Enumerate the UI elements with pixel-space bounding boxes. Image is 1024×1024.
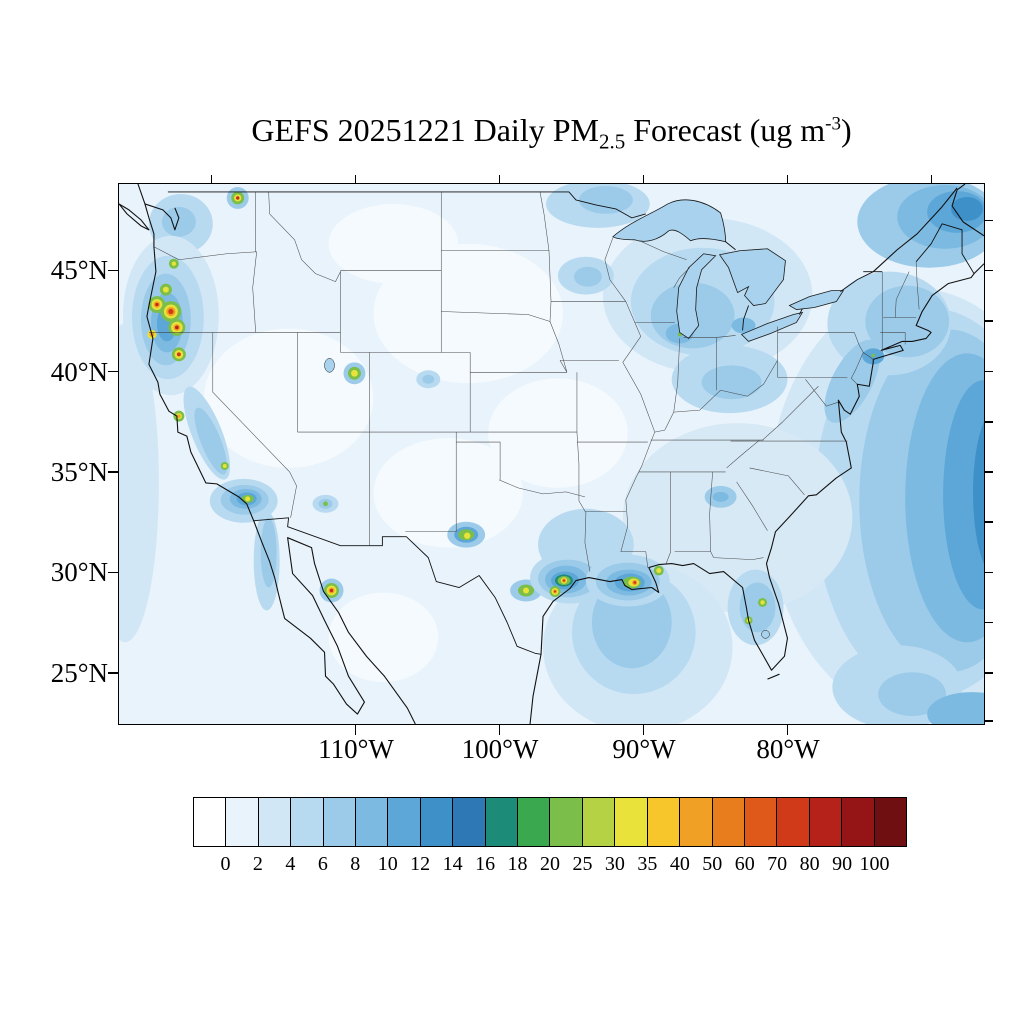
colorbar-cell bbox=[226, 798, 259, 846]
colorbar-tick-label: 10 bbox=[377, 853, 398, 875]
axis-tick bbox=[985, 320, 993, 322]
colorbar-tick-label: 100 bbox=[859, 853, 890, 875]
colorbar-tick-label: 18 bbox=[507, 853, 528, 875]
colorbar bbox=[193, 797, 907, 847]
axis-tick bbox=[930, 175, 933, 183]
map-panel bbox=[118, 183, 985, 725]
colorbar-tick-label: 20 bbox=[540, 853, 560, 875]
colorbar-tick-label: 4 bbox=[285, 853, 296, 875]
colorbar-tick-label: 90 bbox=[832, 853, 853, 875]
axis-tick bbox=[786, 175, 789, 183]
colorbar-tick-label: 16 bbox=[475, 853, 496, 875]
colorbar-tick-label: 2 bbox=[252, 853, 263, 875]
colorbar-labels: 0 2 4 6 8 10 12 14 16 18 20 25 30 35 40 50 60 70 80 90 100 bbox=[193, 853, 907, 879]
colorbar-cell bbox=[485, 798, 519, 846]
lon-tick-label: 100°W bbox=[461, 734, 539, 764]
colorbar-tick-label: 35 bbox=[637, 853, 658, 875]
colorbar-tick-label: 30 bbox=[604, 853, 625, 875]
pm-field bbox=[119, 184, 984, 724]
colorbar-cell bbox=[712, 798, 745, 846]
lat-tick-label: 35°N bbox=[50, 457, 108, 487]
colorbar-tick-label: 0 bbox=[220, 853, 231, 875]
title-text-2: Forecast (ug m bbox=[625, 112, 826, 148]
pm25-contour-map bbox=[119, 184, 984, 724]
lat-tick-label: 25°N bbox=[50, 658, 108, 688]
lon-tick-label: 80°W bbox=[756, 734, 820, 764]
colorbar-cell bbox=[453, 798, 486, 846]
title-text-1: GEFS 20251221 Daily PM bbox=[251, 112, 599, 148]
country-borders bbox=[167, 191, 975, 655]
axis-tick bbox=[498, 175, 501, 183]
state-borders bbox=[148, 191, 920, 572]
colorbar-cell bbox=[550, 798, 583, 846]
axis-tick bbox=[985, 521, 993, 523]
colorbar-cell bbox=[680, 798, 713, 846]
colorbar-cell bbox=[194, 798, 227, 846]
colorbar-tick-label: 6 bbox=[317, 853, 328, 875]
axis-tick bbox=[985, 621, 993, 624]
axis-tick bbox=[354, 725, 357, 735]
lon-tick-label: 90°W bbox=[612, 734, 676, 764]
colorbar-cell bbox=[744, 798, 778, 846]
colorbar-tick-label: 80 bbox=[799, 853, 820, 875]
lat-tick-label: 40°N bbox=[50, 357, 108, 387]
axis-tick bbox=[642, 175, 645, 183]
colorbar-cells bbox=[194, 798, 906, 846]
axis-tick bbox=[985, 672, 993, 674]
axis-tick bbox=[108, 672, 118, 674]
colorbar-tick-label: 70 bbox=[767, 853, 788, 875]
colorbar-cell bbox=[388, 798, 421, 846]
lakes bbox=[324, 199, 845, 639]
title-text-3: ) bbox=[840, 112, 852, 148]
axis-tick bbox=[985, 471, 993, 473]
colorbar-tick-label: 14 bbox=[442, 853, 463, 875]
colorbar-tick-label: 12 bbox=[410, 853, 431, 875]
axis-tick bbox=[354, 175, 357, 183]
title-superscript: -3 bbox=[825, 113, 841, 135]
axis-tick bbox=[985, 571, 993, 574]
axis-tick bbox=[108, 370, 118, 373]
axis-tick bbox=[985, 370, 993, 373]
axis-tick bbox=[498, 725, 501, 735]
colorbar-tick-label: 40 bbox=[669, 853, 690, 875]
axis-tick bbox=[985, 219, 993, 222]
lon-tick-label: 110°W bbox=[318, 734, 394, 764]
colorbar-cell bbox=[615, 798, 648, 846]
axis-tick bbox=[108, 571, 118, 574]
lat-tick-label: 45°N bbox=[50, 255, 108, 285]
axis-tick bbox=[985, 269, 993, 272]
axis-tick bbox=[108, 269, 118, 272]
colorbar-cell bbox=[291, 798, 324, 846]
page-title: GEFS 20251221 Daily PM2.5 Forecast (ug m… bbox=[118, 112, 985, 154]
axis-tick bbox=[985, 720, 993, 722]
colorbar-tick-label: 25 bbox=[572, 853, 593, 875]
colorbar-cell bbox=[842, 798, 875, 846]
colorbar-tick-label: 8 bbox=[350, 853, 361, 875]
colorbar-cell bbox=[420, 798, 454, 846]
axis-tick bbox=[642, 725, 645, 735]
colorbar-cell bbox=[582, 798, 616, 846]
colorbar-tick-label: 50 bbox=[702, 853, 723, 875]
title-subscript: 2.5 bbox=[598, 129, 626, 154]
axis-tick bbox=[985, 421, 993, 423]
axis-tick bbox=[786, 725, 789, 735]
colorbar-cell bbox=[647, 798, 681, 846]
colorbar-cell bbox=[777, 798, 810, 846]
colorbar-cell bbox=[874, 798, 906, 846]
colorbar-cell bbox=[356, 798, 389, 846]
colorbar-cell bbox=[323, 798, 357, 846]
colorbar-tick-label: 60 bbox=[734, 853, 755, 875]
colorbar-cell bbox=[809, 798, 843, 846]
axis-tick bbox=[108, 471, 118, 473]
axis-tick bbox=[210, 175, 213, 183]
colorbar-cell bbox=[258, 798, 292, 846]
coastline bbox=[119, 184, 984, 724]
lat-tick-label: 30°N bbox=[50, 557, 108, 587]
colorbar-cell bbox=[518, 798, 551, 846]
